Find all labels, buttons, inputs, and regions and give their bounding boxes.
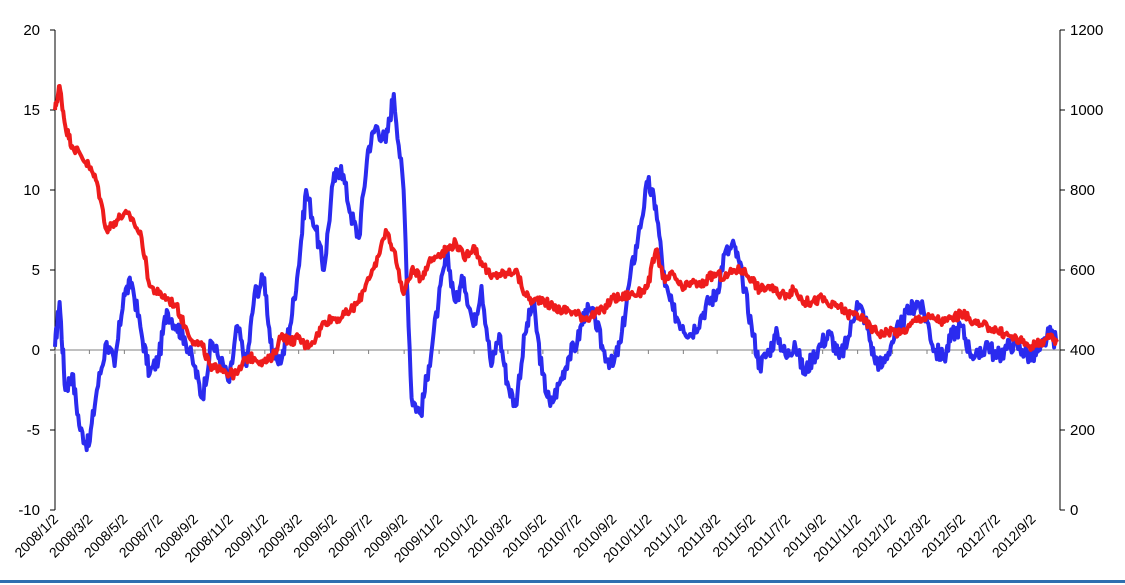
left-y-tick-label: 15 bbox=[23, 102, 40, 119]
series-line-left-axis-blue bbox=[53, 92, 1059, 453]
left-y-tick-label: -5 bbox=[27, 422, 40, 439]
bottom-rule bbox=[0, 580, 1125, 583]
series-layer bbox=[53, 84, 1059, 453]
right-y-tick-label: 600 bbox=[1070, 262, 1095, 279]
left-y-tick-label: 5 bbox=[32, 262, 40, 279]
right-y-tick-label: 1000 bbox=[1070, 102, 1103, 119]
left-y-tick-label: -10 bbox=[18, 502, 40, 519]
right-y-tick-label: 800 bbox=[1070, 182, 1095, 199]
left-y-tick-label: 20 bbox=[23, 22, 40, 39]
right-y-tick-label: 400 bbox=[1070, 342, 1095, 359]
right-y-tick-label: 0 bbox=[1070, 502, 1078, 519]
left-y-tick-label: 0 bbox=[32, 342, 40, 359]
right-y-ticks: 0 200 400 600 800 1000 1200 bbox=[1060, 22, 1103, 519]
series-line-right-axis-red bbox=[53, 84, 1059, 381]
axes bbox=[54, 30, 1061, 510]
right-y-tick-label: 1200 bbox=[1070, 22, 1103, 39]
left-y-ticks: -10 -5 0 5 10 15 20 bbox=[18, 22, 55, 519]
x-ticks: 2008/1/22008/3/22008/5/22008/7/22008/9/2… bbox=[11, 350, 1039, 565]
right-y-tick-label: 200 bbox=[1070, 422, 1095, 439]
left-y-tick-label: 10 bbox=[23, 182, 40, 199]
